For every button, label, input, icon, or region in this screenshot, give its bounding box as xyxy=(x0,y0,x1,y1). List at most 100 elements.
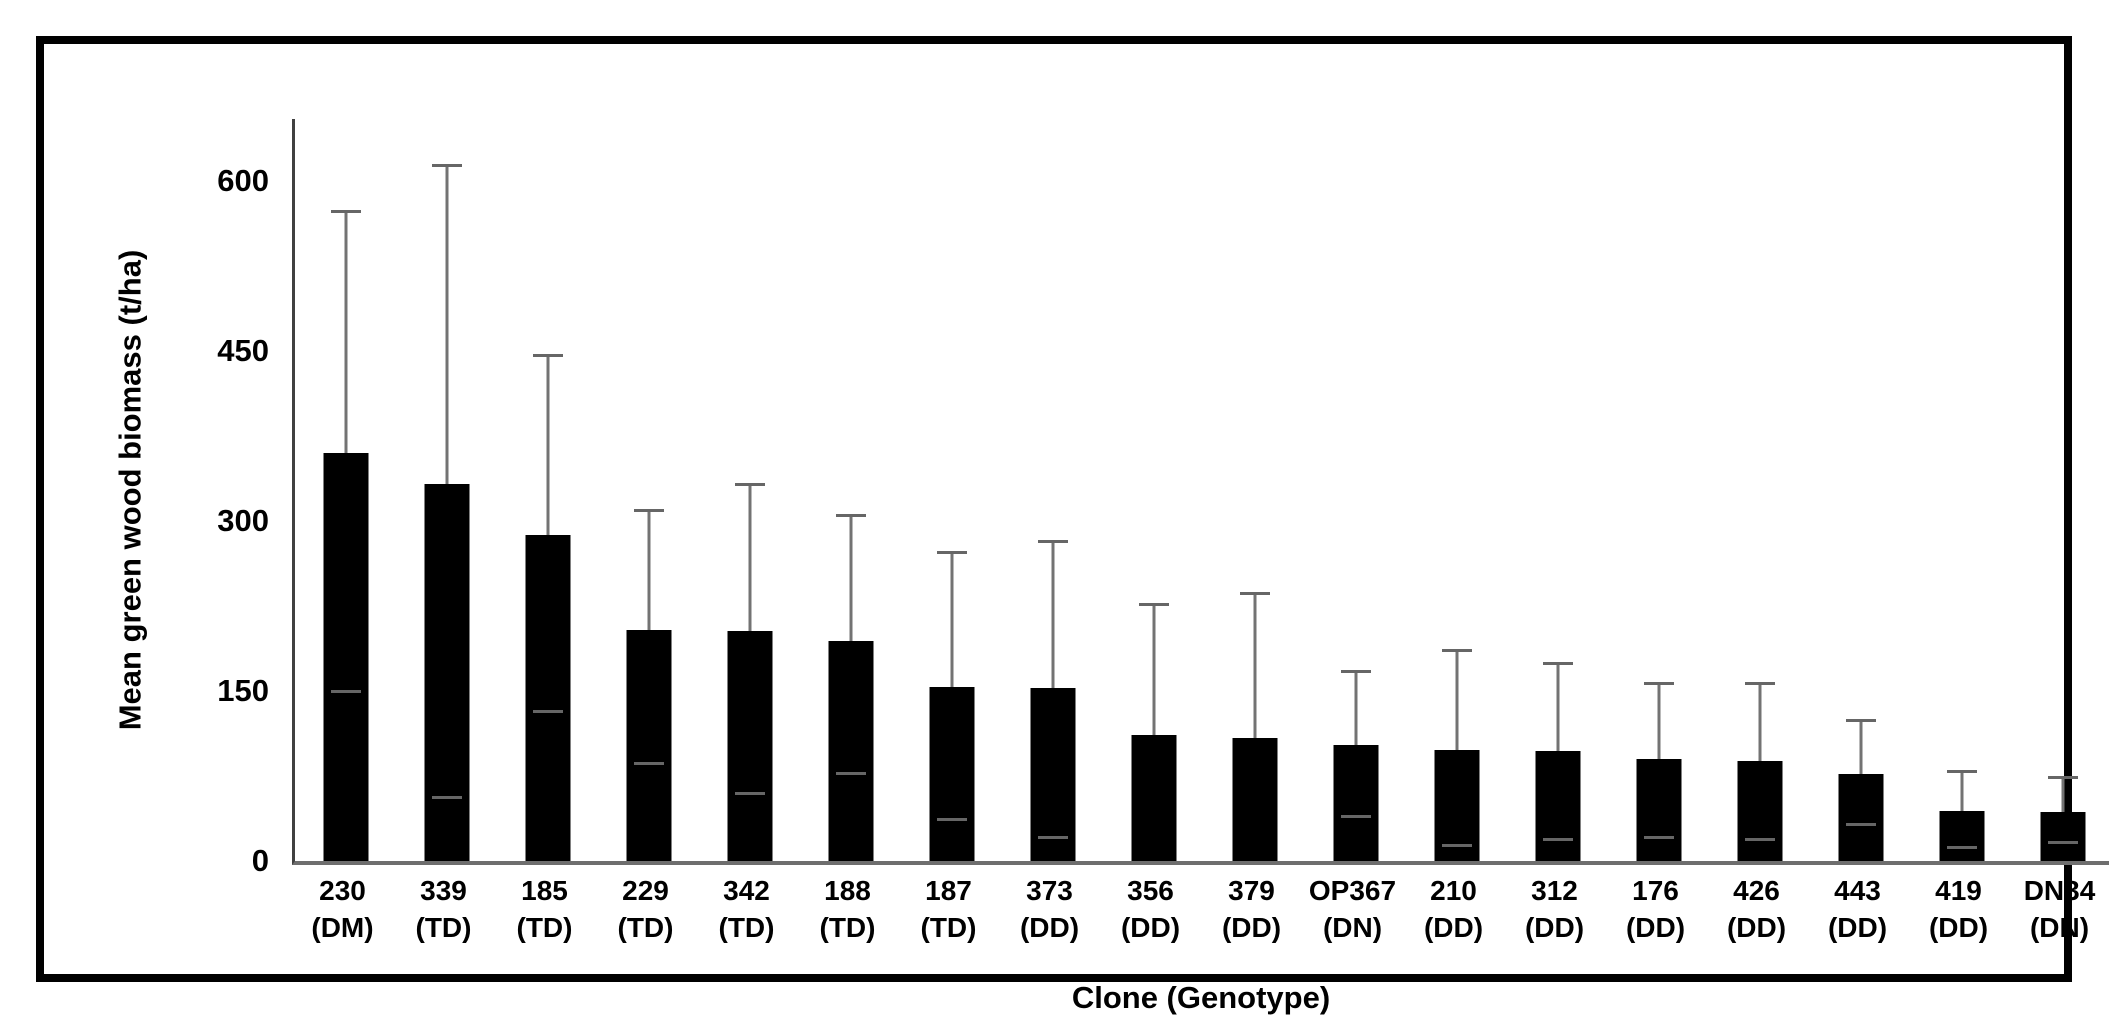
bar-slot xyxy=(800,119,901,861)
error-cap-bottom xyxy=(1845,823,1876,827)
bar-slot xyxy=(1507,119,1608,861)
clone-label: 419 xyxy=(1935,875,1982,906)
clone-label: DN34 xyxy=(2023,875,2096,906)
bar xyxy=(727,631,772,861)
bar xyxy=(1535,751,1580,861)
clone-label: 230 xyxy=(319,875,366,906)
error-cap-bottom xyxy=(1542,837,1573,841)
error-bar xyxy=(950,552,953,820)
error-cap-bottom xyxy=(431,796,462,800)
bar-slot xyxy=(901,119,1002,861)
y-tick-label: 0 xyxy=(251,843,269,878)
error-cap-bottom xyxy=(1643,835,1674,839)
genotype-label: (TD) xyxy=(617,912,674,943)
bar-slot xyxy=(1608,119,1709,861)
plot-area: Mean green wood biomass (t/ha) xyxy=(112,119,2109,865)
error-cap-top xyxy=(532,354,563,358)
error-cap-bottom xyxy=(734,791,765,795)
bar xyxy=(323,453,368,861)
genotype-label: (DD) xyxy=(1423,912,1484,943)
error-cap-top xyxy=(1845,719,1876,723)
error-cap-top xyxy=(936,551,967,555)
bar xyxy=(424,483,469,861)
clone-label: 443 xyxy=(1834,875,1881,906)
bar xyxy=(1838,773,1883,861)
bar-slot xyxy=(295,119,396,861)
genotype-label: (DD) xyxy=(1928,912,1989,943)
clone-label: 373 xyxy=(1026,875,1073,906)
genotype-label: (DD) xyxy=(1019,912,1080,943)
error-cap-bottom xyxy=(1340,815,1371,819)
error-bar xyxy=(2061,777,2064,843)
clone-label: 426 xyxy=(1733,875,1780,906)
error-cap-bottom xyxy=(1946,845,1977,849)
x-category-label: 312 (DD) xyxy=(1504,872,1605,946)
error-cap-bottom xyxy=(633,762,664,766)
bar-slot xyxy=(497,119,598,861)
error-cap-top xyxy=(1643,681,1674,685)
bar xyxy=(1434,749,1479,861)
error-bar xyxy=(1859,720,1862,825)
genotype-label: (DD) xyxy=(1524,912,1585,943)
clone-label: 312 xyxy=(1531,875,1578,906)
bar-slot xyxy=(1002,119,1103,861)
bar-slot xyxy=(1709,119,1810,861)
y-axis-title-text: Mean green wood biomass (t/ha) xyxy=(112,249,147,731)
genotype-label: (DD) xyxy=(1726,912,1787,943)
genotype-label: (TD) xyxy=(819,912,876,943)
genotype-label: (TD) xyxy=(718,912,775,943)
x-category-label: 229 (TD) xyxy=(595,872,696,946)
error-cap-top xyxy=(1037,540,1068,544)
error-cap-top xyxy=(2047,775,2078,779)
error-cap-bottom xyxy=(532,709,563,713)
error-cap-top xyxy=(1542,662,1573,666)
clone-label: 229 xyxy=(622,875,669,906)
bar xyxy=(929,686,974,861)
bars-container xyxy=(295,119,2109,861)
bar-slot xyxy=(1810,119,1911,861)
genotype-label: (TD) xyxy=(516,912,573,943)
genotype-label: (DN) xyxy=(2029,912,2090,943)
error-cap-top xyxy=(330,210,361,214)
genotype-label: (DD) xyxy=(1120,912,1181,943)
bar xyxy=(1232,737,1277,861)
y-tick-label: 300 xyxy=(217,503,269,539)
clone-label: 339 xyxy=(420,875,467,906)
genotype-label: (DN) xyxy=(1322,912,1383,943)
genotype-label: (TD) xyxy=(415,912,472,943)
y-axis-title: Mean green wood biomass (t/ha) xyxy=(90,119,170,861)
x-category-label: 230 (DM) xyxy=(292,872,393,946)
genotype-label: (TD) xyxy=(920,912,977,943)
error-bar xyxy=(1455,650,1458,846)
y-tick-label: 450 xyxy=(217,333,269,369)
x-category-label: 443 (DD) xyxy=(1807,872,1908,946)
error-bar xyxy=(1152,604,1155,861)
x-category-label: 373 (DD) xyxy=(999,872,1100,946)
x-category-labels: 230 (DM) 339 (TD) 185 (TD) 229 (TD) 342 (TD) 188 (T… xyxy=(292,872,2109,946)
error-cap-top xyxy=(431,163,462,167)
clone-label: 210 xyxy=(1430,875,1477,906)
bar-slot xyxy=(598,119,699,861)
x-category-label: DN34 (DN) xyxy=(2009,872,2109,946)
clone-label: 188 xyxy=(824,875,871,906)
error-cap-top xyxy=(1340,670,1371,674)
genotype-label: (DD) xyxy=(1827,912,1888,943)
y-tick-label: 600 xyxy=(217,163,269,199)
clone-label: 342 xyxy=(723,875,770,906)
x-category-label: 339 (TD) xyxy=(393,872,494,946)
x-category-label: 342 (TD) xyxy=(696,872,797,946)
error-cap-top xyxy=(633,509,664,513)
x-category-label: 185 (TD) xyxy=(494,872,595,946)
bar-slot xyxy=(699,119,800,861)
error-cap-bottom xyxy=(1744,837,1775,841)
x-category-label: 419 (DD) xyxy=(1908,872,2009,946)
clone-label: 379 xyxy=(1228,875,1275,906)
bar xyxy=(626,629,671,861)
error-cap-top xyxy=(1138,603,1169,607)
error-cap-top xyxy=(1239,592,1270,596)
bar xyxy=(828,641,873,861)
x-axis-title: Clone (Genotype) xyxy=(1071,980,1331,1015)
error-cap-top xyxy=(1441,648,1472,652)
bar xyxy=(1030,687,1075,861)
